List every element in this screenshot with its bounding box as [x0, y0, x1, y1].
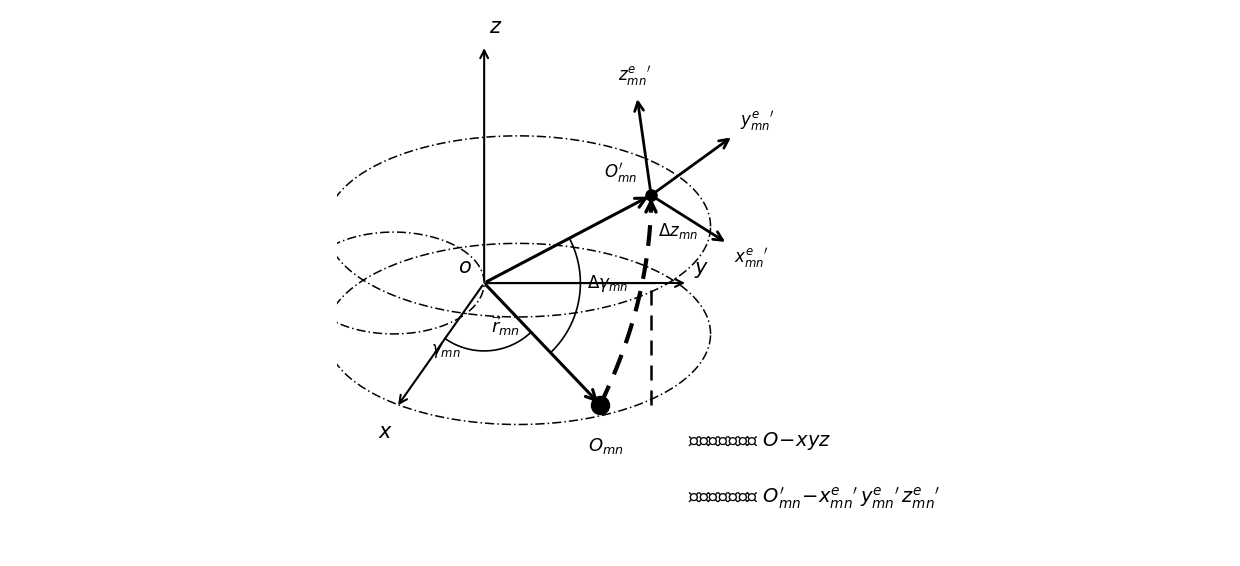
Text: $x$: $x$	[377, 422, 393, 441]
Text: $y$: $y$	[693, 260, 709, 280]
Text: $z$: $z$	[489, 17, 502, 37]
Text: $x_{mn}^{e}{}'$: $x_{mn}^{e}{}'$	[734, 246, 769, 270]
Text: $y_{mn}^{e}{}'$: $y_{mn}^{e}{}'$	[740, 109, 775, 133]
Text: $O_{mn}$: $O_{mn}$	[588, 436, 624, 456]
Text: $\Delta\gamma_{mn}$: $\Delta\gamma_{mn}$	[587, 273, 627, 294]
Text: $\vec{r}_{mn}$: $\vec{r}_{mn}$	[491, 314, 520, 338]
Text: $\gamma_{mn}$: $\gamma_{mn}$	[430, 342, 460, 360]
Text: $O_{mn}'$: $O_{mn}'$	[604, 161, 637, 185]
Text: 阵列直角坐标系 $O\!-\!xyz$: 阵列直角坐标系 $O\!-\!xyz$	[688, 431, 832, 452]
Text: $z_{mn}^{e}{}'$: $z_{mn}^{e}{}'$	[618, 64, 651, 88]
Text: $\Delta z_{mn}$: $\Delta z_{mn}$	[658, 221, 698, 241]
Text: 阵元直角坐标系 $O_{mn}'\!-\!x_{mn}^{e}{}'\,y_{mn}^{e}{}'\,z_{mn}^{e}{}'$: 阵元直角坐标系 $O_{mn}'\!-\!x_{mn}^{e}{}'\,y_{m…	[688, 485, 940, 511]
Text: $o$: $o$	[458, 258, 471, 277]
